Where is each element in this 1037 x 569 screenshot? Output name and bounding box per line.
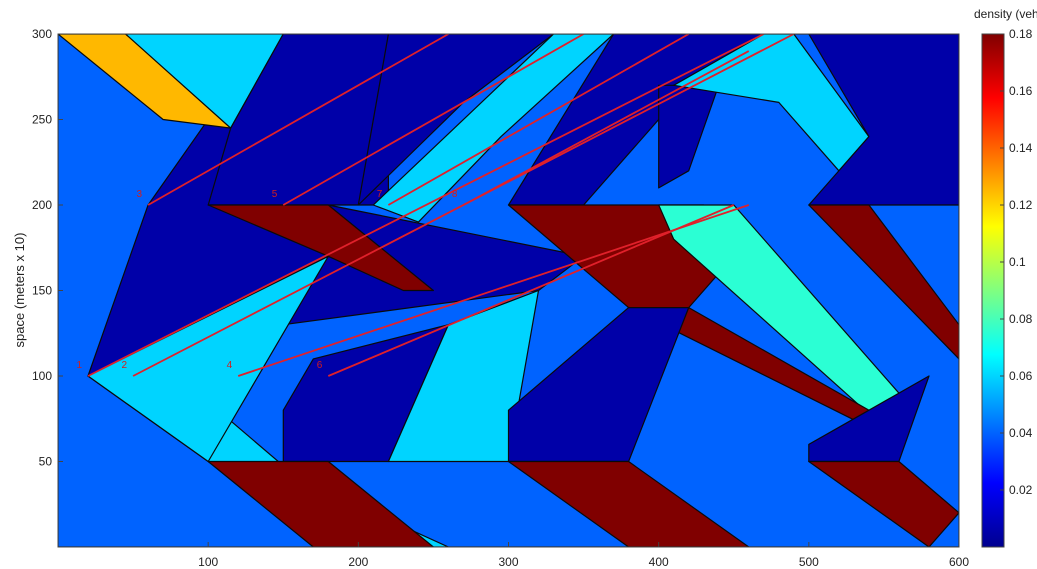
colorbar [981,33,1005,548]
density-region-23 [507,460,750,547]
x-tick-label-300: 300 [498,555,518,569]
x-tick-label-500: 500 [799,555,819,569]
colorbar-tick-label-0.12: 0.12 [1009,198,1033,212]
y-tick-label-150: 150 [32,284,52,298]
density-region-21 [387,289,540,463]
density-region-17 [808,34,959,206]
x-tick-label-400: 400 [649,555,669,569]
density-region-20 [207,460,434,547]
trajectory-label-7: 7 [377,189,383,200]
y-tick-label-50: 50 [39,455,53,469]
trajectory-label-1: 1 [76,360,82,371]
trajectory-label-2: 2 [122,360,128,371]
y-tick-label-250: 250 [32,113,52,127]
trajectory-8 [463,50,750,206]
trajectory-5 [282,34,585,206]
density-region-9 [372,34,615,223]
x-tick-label-200: 200 [348,555,368,569]
y-axis: 50 100 150 200 250 300 [32,27,63,469]
y-tick-label-200: 200 [32,198,52,212]
trajectory-3 [147,34,449,206]
y-axis-label: space (meters x 10) [12,233,27,348]
trajectory-1 [87,34,765,377]
colorbar-tick-label-0.06: 0.06 [1009,369,1033,383]
trajectory-7 [387,34,690,206]
trajectory-label-5: 5 [272,189,278,200]
colorbar-title: density (veh/m) [974,7,1037,21]
colorbar-tick-label-0.16: 0.16 [1009,84,1033,98]
colorbar-tick-label-0.08: 0.08 [1009,312,1033,326]
y-tick-label-100: 100 [32,369,52,383]
trajectory-label-8: 8 [452,189,458,200]
trajectory-label-4: 4 [227,360,233,371]
trajectory-4 [237,204,750,377]
density-region-25 [808,460,959,547]
trajectory-6 [327,204,735,377]
colorbar-tick-label-0.14: 0.14 [1009,141,1033,155]
x-tick-label-600: 600 [949,555,969,569]
colorbar-axis: 0.02 0.04 0.06 0.08 0.1 0.12 0.14 0.16 0.18 [1000,27,1033,497]
colorbar-tick-label-0.18: 0.18 [1009,27,1033,41]
plot-area: 1 2 3 4 5 6 7 8 [58,34,959,547]
x-tick-label-100: 100 [198,555,218,569]
trajectory-label-3: 3 [137,189,143,200]
density-region-10 [207,204,434,292]
density-region-19 [282,324,449,463]
colorbar-tick-label-0.02: 0.02 [1009,483,1033,497]
density-region-18 [808,204,959,360]
trajectory-2 [132,34,795,377]
y-tick-label-300: 300 [32,27,52,41]
x-axis: 100 200 300 400 500 600 [198,542,969,569]
trajectory-label-6: 6 [317,360,323,371]
colorbar-tick-label-0.1: 0.1 [1009,255,1026,269]
colorbar-tick-label-0.04: 0.04 [1009,426,1033,440]
